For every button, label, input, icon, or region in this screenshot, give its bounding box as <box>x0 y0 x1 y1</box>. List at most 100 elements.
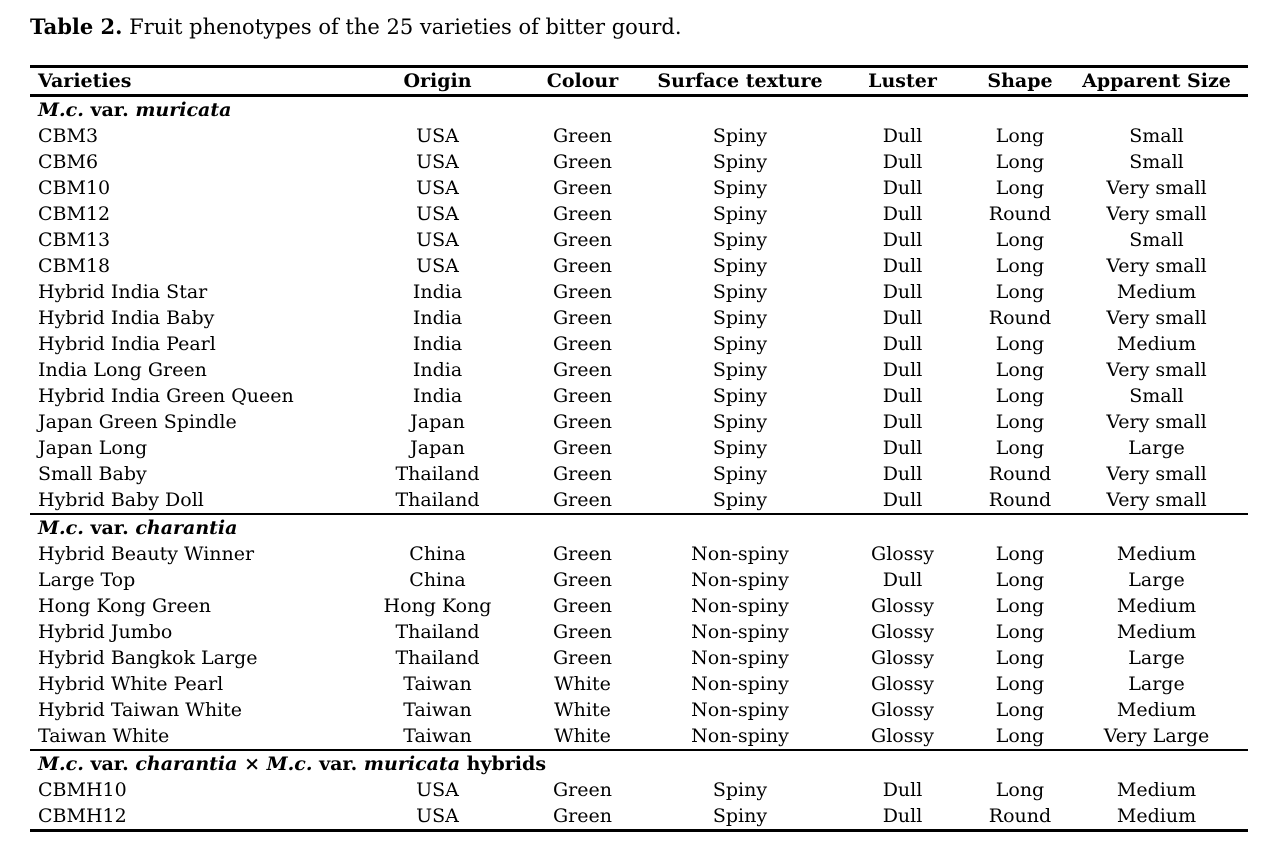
table-cell: Spiny <box>712 255 768 277</box>
section-header: M.c. var. charantia × M.c. var. muricata… <box>30 750 1248 777</box>
table-cell: Non-spiny <box>691 595 789 617</box>
col-header-colour: Colour <box>546 70 619 92</box>
table-cell: Green <box>553 255 612 277</box>
table-cell: Green <box>553 647 612 669</box>
table-cell: White <box>554 673 611 695</box>
table-row: Japan Long Japan Green Spiny Dull Long Large <box>30 435 1248 461</box>
table-cell: Long <box>995 177 1045 199</box>
table-cell: Spiny <box>712 411 768 433</box>
table-cell: Dull <box>882 281 923 303</box>
table-cell: Spiny <box>712 463 768 485</box>
table-cell: Spiny <box>712 333 768 355</box>
table-cell: Green <box>553 229 612 251</box>
variety-cell: Hong Kong Green <box>38 595 211 617</box>
table-cell: Very small <box>1106 203 1207 225</box>
table-row: India Long Green India Green Spiny Dull Long V… <box>30 357 1248 383</box>
table-row: Hong Kong Green Hong Kong Green Non-spiny Gl… <box>30 593 1248 619</box>
table-row: Hybrid India Star India Green Spiny Dull Long… <box>30 279 1248 305</box>
section-header-row: M.c. var. charantia <box>30 514 1248 541</box>
table-cell: Large <box>1128 673 1185 695</box>
section-header-segment: charantia <box>135 517 238 539</box>
section-header-segment: var. <box>312 753 364 775</box>
table-cell: Green <box>553 805 612 827</box>
table-cell: Green <box>553 489 612 511</box>
table-cell: Green <box>553 621 612 643</box>
table-cell: Non-spiny <box>691 621 789 643</box>
table-cell: Long <box>995 151 1045 173</box>
section-header-segment: M.c. <box>266 753 313 775</box>
table-cell: Green <box>553 779 612 801</box>
table-cell: Glossy <box>871 621 934 643</box>
table-cell: Long <box>995 621 1045 643</box>
table-cell: Glossy <box>871 543 934 565</box>
table-cell: Small <box>1129 229 1184 251</box>
table-cell: Large <box>1128 647 1185 669</box>
table-cell: Spiny <box>712 779 768 801</box>
table-cell: Green <box>553 411 612 433</box>
table-cell: Dull <box>882 177 923 199</box>
table-cell: Green <box>553 307 612 329</box>
table-cell: Spiny <box>712 489 768 511</box>
table-cell: India <box>412 307 463 329</box>
table-cell: China <box>409 543 466 565</box>
section-header-segment: var. <box>83 517 136 539</box>
table-cell: Taiwan <box>403 725 472 747</box>
section-header-segment: hybrids <box>460 753 547 775</box>
table-row: CBM3 USA Green Spiny Dull Long Small <box>30 123 1248 149</box>
table-cell: Spiny <box>712 151 768 173</box>
table-row: Japan Green Spindle Japan Green Spiny Dull Lo… <box>30 409 1248 435</box>
table-cell: Small <box>1129 151 1184 173</box>
table-cell: Hong Kong <box>383 595 492 617</box>
table-cell: USA <box>416 805 459 827</box>
table-cell: Thailand <box>395 463 480 485</box>
variety-cell: Small Baby <box>38 463 147 485</box>
col-header-surface-texture: Surface texture <box>657 70 823 92</box>
table-cell: Dull <box>882 569 923 591</box>
table-cell: Dull <box>882 333 923 355</box>
table-cell: Green <box>553 543 612 565</box>
variety-cell: Hybrid India Star <box>38 281 208 303</box>
table-row: Taiwan White Taiwan White Non-spiny Glossy Lo… <box>30 723 1248 750</box>
col-header-origin: Origin <box>403 70 472 92</box>
section-header-segment: muricata <box>135 99 232 121</box>
table-cell: Dull <box>882 779 923 801</box>
table-cell: USA <box>416 779 459 801</box>
variety-cell: CBM13 <box>38 229 111 251</box>
variety-cell: Hybrid India Pearl <box>38 333 216 355</box>
table-cell: Dull <box>882 125 923 147</box>
table-cell: Very Large <box>1103 725 1210 747</box>
table-row: CBM12 USA Green Spiny Dull Round Very small <box>30 201 1248 227</box>
table-cell: Long <box>995 255 1045 277</box>
table-cell: USA <box>416 255 459 277</box>
table-cell: Non-spiny <box>691 699 789 721</box>
table-cell: Japan <box>410 437 465 459</box>
variety-cell: Hybrid Taiwan White <box>38 699 243 721</box>
table-row: CBM10 USA Green Spiny Dull Long Very small <box>30 175 1248 201</box>
table-row: Hybrid India Baby India Green Spiny Dull Roun… <box>30 305 1248 331</box>
table-cell: Non-spiny <box>691 725 789 747</box>
table-cell: USA <box>416 203 459 225</box>
table-cell: Large <box>1128 437 1185 459</box>
table-cell: Medium <box>1116 779 1197 801</box>
table-cell: USA <box>416 151 459 173</box>
variety-cell: CBM3 <box>38 125 99 147</box>
table-cell: Dull <box>882 255 923 277</box>
table-cell: Medium <box>1116 543 1197 565</box>
variety-cell: Taiwan White <box>38 725 170 747</box>
table-cell: Long <box>995 229 1045 251</box>
table-cell: China <box>409 569 466 591</box>
section-header-segment: var. <box>83 99 136 121</box>
table-cell: Very small <box>1106 359 1207 381</box>
table-cell: Green <box>553 463 612 485</box>
table-cell: Medium <box>1116 333 1197 355</box>
table-cell: Glossy <box>871 725 934 747</box>
section-header-segment: var. <box>83 753 136 775</box>
table-cell: Dull <box>882 385 923 407</box>
variety-cell: India Long Green <box>38 359 207 381</box>
table-cell: Spiny <box>712 385 768 407</box>
table-cell: Glossy <box>871 699 934 721</box>
table-cell: White <box>554 699 611 721</box>
table-cell: Spiny <box>712 203 768 225</box>
table-cell: India <box>412 385 463 407</box>
